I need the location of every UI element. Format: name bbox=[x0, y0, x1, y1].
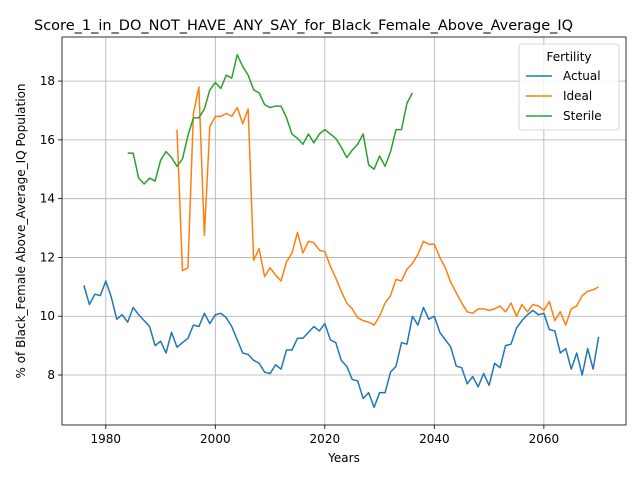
y-tick-label: 18 bbox=[40, 74, 55, 88]
x-axis-ticks: 1980 2000 2020 2040 2060 bbox=[91, 425, 560, 446]
legend-box bbox=[518, 43, 620, 131]
legend-label-sterile: Sterile bbox=[563, 109, 602, 123]
chart-title: Score_1_in_DO_NOT_HAVE_ANY_SAY_for_Black… bbox=[34, 18, 573, 34]
y-tick-label: 8 bbox=[47, 368, 55, 382]
y-axis-label: % of Black_Female Above_Average_IQ Popul… bbox=[14, 83, 28, 378]
x-tick-label: 1980 bbox=[91, 432, 122, 446]
legend-label-ideal: Ideal bbox=[563, 89, 592, 103]
legend: Fertility Actual Ideal Sterile bbox=[518, 43, 620, 131]
y-tick-label: 16 bbox=[40, 133, 55, 147]
series-line-ideal bbox=[176, 86, 599, 326]
legend-label-actual: Actual bbox=[563, 69, 601, 83]
x-tick-label: 2020 bbox=[310, 432, 341, 446]
x-axis-label: Years bbox=[327, 451, 360, 465]
x-tick-label: 2000 bbox=[200, 432, 231, 446]
y-tick-label: 10 bbox=[40, 309, 55, 323]
plot-frame bbox=[61, 36, 627, 426]
y-axis-ticks: 8 10 12 14 16 18 bbox=[40, 74, 62, 382]
legend-title: Fertility bbox=[546, 50, 591, 64]
y-tick-label: 14 bbox=[40, 192, 55, 206]
x-tick-label: 2040 bbox=[419, 432, 450, 446]
legend-items: Actual Ideal Sterile bbox=[526, 69, 602, 123]
series-lines bbox=[83, 53, 600, 409]
x-tick-label: 2060 bbox=[529, 432, 560, 446]
series-line-sterile bbox=[127, 53, 414, 185]
series-line-actual bbox=[83, 280, 600, 409]
y-tick-label: 12 bbox=[40, 250, 55, 264]
